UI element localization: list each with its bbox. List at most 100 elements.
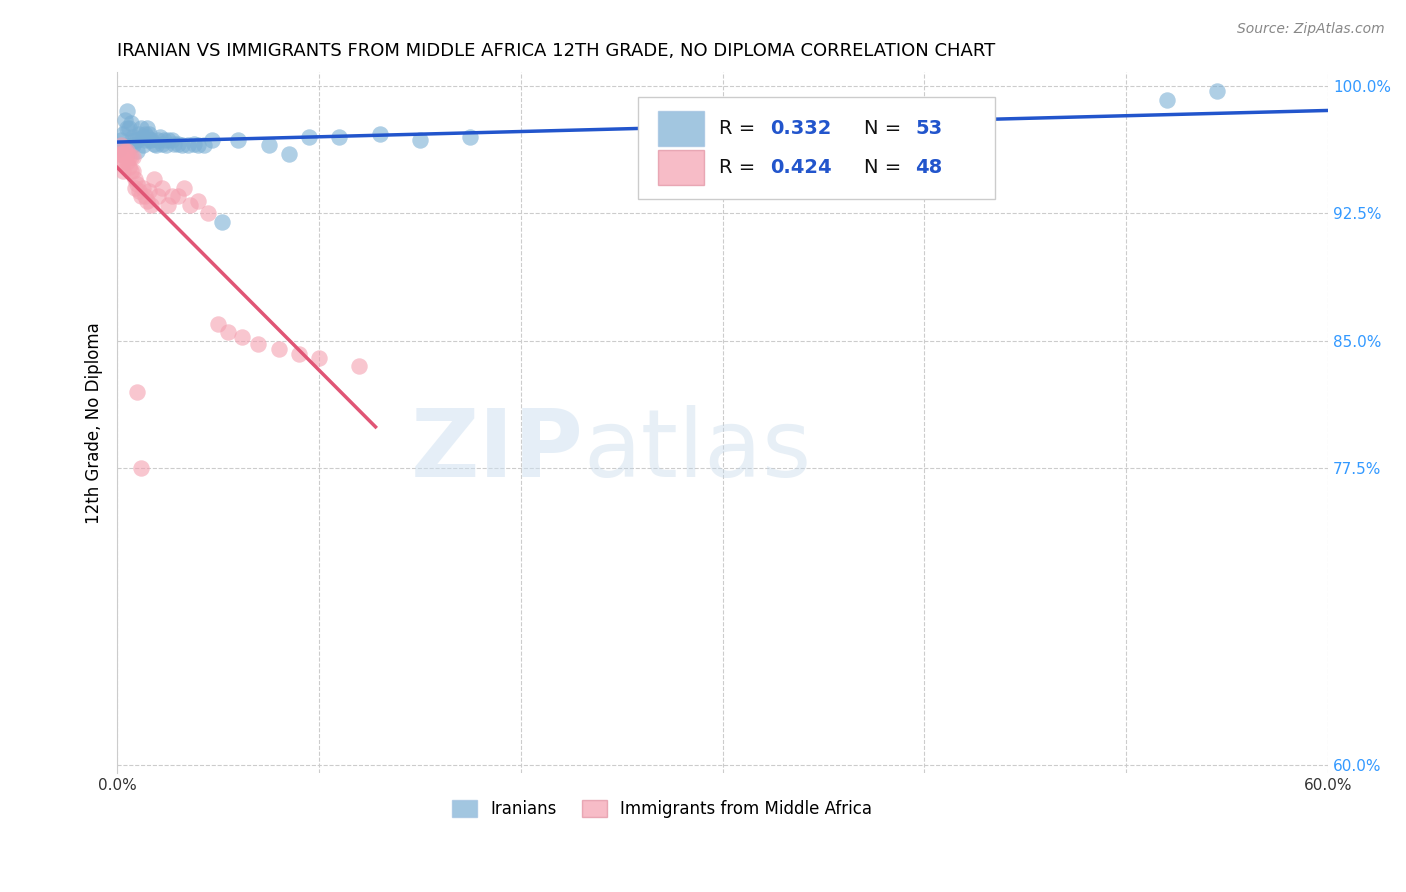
Point [117, 121, 139, 136]
Point [142, 136, 165, 151]
Point [201, 133, 224, 147]
Point [118, 161, 141, 175]
Point [179, 198, 201, 212]
Point [114, 144, 136, 158]
Point [166, 136, 188, 151]
Point [298, 130, 321, 145]
Point [108, 155, 131, 169]
Point [128, 127, 150, 141]
Text: Source: ZipAtlas.com: Source: ZipAtlas.com [1237, 22, 1385, 37]
Point [138, 133, 160, 147]
Point [873, 147, 896, 161]
Point [152, 133, 174, 147]
Point [131, 461, 153, 475]
Point [150, 181, 173, 195]
Text: N =: N = [865, 158, 908, 177]
Point [288, 347, 311, 361]
Point [134, 133, 156, 147]
Point [124, 172, 146, 186]
Point [122, 164, 145, 178]
Point [117, 104, 139, 119]
Point [132, 181, 155, 195]
Point [177, 138, 200, 153]
Point [118, 150, 141, 164]
Point [124, 133, 146, 147]
Point [277, 147, 299, 161]
Text: IRANIAN VS IMMIGRANTS FROM MIDDLE AFRICA 12TH GRADE, NO DIPLOMA CORRELATION CHAR: IRANIAN VS IMMIGRANTS FROM MIDDLE AFRICA… [117, 42, 995, 60]
Point [368, 127, 391, 141]
Point [156, 198, 179, 212]
Point [117, 144, 139, 158]
Point [108, 142, 131, 156]
Text: ZIP: ZIP [411, 405, 583, 497]
Point [120, 150, 142, 164]
Text: N =: N = [865, 119, 908, 138]
FancyBboxPatch shape [658, 111, 704, 146]
Point [166, 189, 188, 203]
Point [156, 133, 179, 147]
Point [112, 147, 135, 161]
Point [136, 121, 159, 136]
Point [197, 206, 219, 220]
Point [131, 189, 153, 203]
Point [136, 130, 159, 145]
Point [148, 130, 170, 145]
Text: 48: 48 [915, 158, 942, 177]
Point [1206, 84, 1229, 98]
Point [112, 127, 135, 141]
Point [141, 133, 163, 147]
Text: R =: R = [718, 119, 762, 138]
Point [267, 342, 290, 356]
Point [193, 138, 215, 153]
Point [134, 189, 156, 203]
Point [211, 215, 233, 229]
Point [141, 198, 163, 212]
Point [247, 337, 270, 351]
Point [1156, 93, 1178, 107]
Text: R =: R = [718, 158, 762, 177]
Point [134, 127, 156, 141]
Point [127, 178, 149, 192]
Point [132, 138, 155, 153]
Point [160, 133, 183, 147]
Point [207, 317, 229, 331]
Point [409, 133, 432, 147]
Point [146, 189, 169, 203]
Point [138, 127, 160, 141]
Point [460, 130, 482, 145]
Point [112, 164, 135, 178]
Point [136, 194, 159, 209]
Point [112, 155, 135, 169]
Text: 0.332: 0.332 [770, 119, 831, 138]
Point [108, 147, 131, 161]
Point [257, 138, 280, 153]
Point [131, 121, 153, 136]
Y-axis label: 12th Grade, No Diploma: 12th Grade, No Diploma [86, 322, 103, 524]
Point [160, 189, 183, 203]
Point [122, 138, 145, 153]
Point [173, 181, 195, 195]
Point [150, 136, 173, 151]
Point [120, 116, 142, 130]
Point [122, 150, 145, 164]
Point [120, 164, 142, 178]
Point [138, 184, 160, 198]
Point [308, 351, 330, 365]
Point [114, 150, 136, 164]
Point [128, 184, 150, 198]
Point [231, 330, 253, 344]
Point [226, 133, 249, 147]
Point [127, 144, 149, 158]
Point [145, 138, 167, 153]
Point [142, 172, 165, 186]
Point [114, 112, 136, 127]
Point [183, 136, 205, 151]
Point [110, 138, 132, 153]
Point [163, 136, 186, 151]
Point [118, 121, 141, 136]
Point [187, 138, 209, 153]
FancyBboxPatch shape [638, 97, 995, 199]
Point [170, 138, 193, 153]
Text: 53: 53 [915, 119, 942, 138]
Point [349, 359, 371, 373]
